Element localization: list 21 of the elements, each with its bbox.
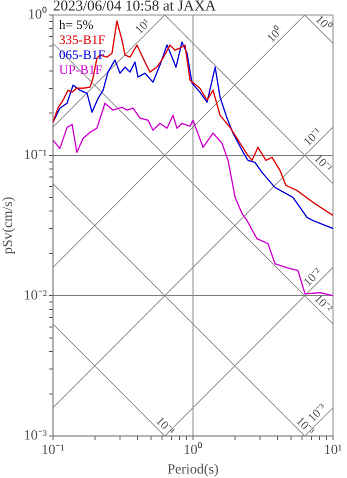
annotation: 10⁻¹ (300, 124, 324, 149)
annotation: 10⁰ (312, 12, 334, 34)
annotation: 10⁻² (300, 264, 324, 289)
y-axis-title: pSv(cm/s) (1, 196, 16, 254)
annotation: 10¹ (132, 15, 154, 37)
annotation: 10⁻⁴ (153, 414, 178, 438)
y-tick-label: 10⁻¹ (24, 148, 47, 164)
y-tick-label: 10⁰ (28, 6, 47, 23)
series-label: 335-B1F (59, 32, 106, 47)
x-tick-label: 10⁻¹ (41, 443, 65, 458)
annotation: 10⁻² (312, 291, 336, 316)
annotation: 10⁻¹ (312, 151, 336, 176)
y-tick-label: 10⁻² (24, 288, 47, 304)
series-label: 065-B1F (59, 46, 106, 62)
y-tick-label: 10⁻³ (24, 428, 47, 444)
annotation: 10⁰ (264, 24, 286, 45)
chart-title: 2023/06/04 10:58 at JAXA (53, 0, 216, 14)
x-tick-label: 10¹ (324, 443, 342, 458)
x-tick-label: 10⁰ (184, 442, 202, 458)
annotation: h= 5% (59, 16, 94, 32)
x-axis-title: Period(s) (167, 462, 219, 478)
